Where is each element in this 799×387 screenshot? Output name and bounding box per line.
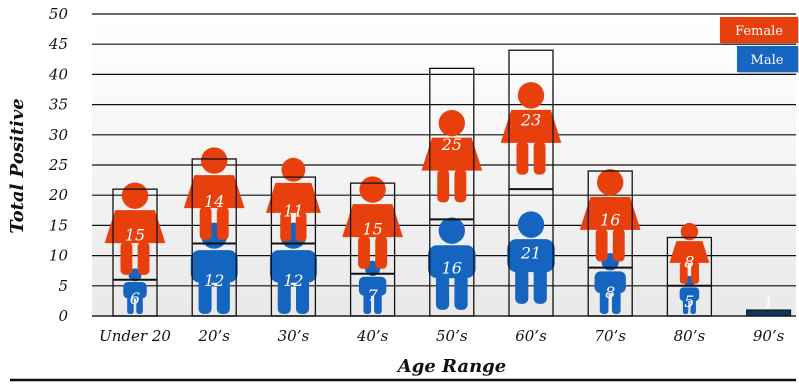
bar-outline-2 [270,176,317,317]
data-label-female-3: 15 [362,219,382,238]
y-tick-label-0: 0 [58,307,68,325]
y-tick-label-35: 35 [49,96,68,114]
bars: 6 15 12 14 12 11 7 15 16 25 21 23 8 16 5 8 1 [104,49,792,317]
data-label-male-1: 12 [204,271,224,290]
data-label-female-2: 11 [283,201,303,220]
x-tick-label-4: 50’s [436,327,468,345]
bar-outline-4 [429,67,475,317]
legend-swatch-female [720,17,798,43]
bar-outline-3 [349,182,396,317]
legend-item-male: Male [737,46,798,72]
bar-outline-6 [587,170,633,317]
x-axis-ticks: Under 20 20’s 30’s 40’s 50’s 60’s 70’s 80’s 90’s [99,327,785,345]
y-tick-label-40: 40 [48,65,69,83]
data-label-male-5: 21 [520,244,541,263]
data-label-male-6: 8 [605,283,615,302]
y-tick-label-30: 30 [49,126,69,144]
x-axis-title: Age Range [396,356,506,377]
x-tick-label-5: 60’s [515,327,547,345]
y-axis-title: Total Positive [7,98,28,234]
x-tick-label-3: 40’s [356,327,389,345]
data-label-male-3: 7 [368,286,379,305]
data-label-male-2: 12 [283,271,303,290]
bar-outline-0 [112,188,158,317]
data-label-male-7: 5 [684,292,694,311]
legend-label-male: Male [751,53,784,68]
x-tick-label-6: 70’s [594,327,626,345]
legend-label-female: Female [735,24,783,39]
y-tick-label-25: 25 [48,156,68,174]
x-tick-label-8: 90’s [753,327,785,345]
legend: Female Male [720,17,798,72]
data-label-female-4: 25 [441,135,462,154]
legend-swatch-male [737,46,798,72]
data-label-female-5: 23 [520,111,541,130]
legend-item-female: Female [720,17,798,43]
y-axis-ticks: 0 5 10 15 20 25 30 35 40 45 50 [48,5,69,325]
y-tick-label-10: 10 [49,247,69,265]
y-tick-label-20: 20 [48,186,69,204]
y-tick-label-5: 5 [58,277,68,295]
y-tick-label-50: 50 [49,5,69,23]
data-label-female-1: 14 [204,192,224,211]
bar-outline-5 [508,49,554,317]
data-label-female-6: 16 [600,210,620,229]
x-tick-label-2: 30’s [278,327,310,345]
y-tick-label-15: 15 [49,216,68,234]
x-tick-label-1: 20’s [197,327,230,345]
bar-outline-1 [191,158,237,317]
data-label-male-4: 16 [442,259,462,278]
data-label-male-8: 1 [764,293,774,312]
bar-male-8 [746,309,792,317]
data-label-male-0: 6 [130,289,140,308]
data-label-female-0: 15 [125,225,145,244]
y-tick-label-45: 45 [48,35,68,53]
x-tick-label-7: 80’s [674,327,706,345]
x-tick-label-0: Under 20 [99,327,171,345]
data-label-female-7: 8 [684,253,694,272]
bar-outline-7 [666,236,713,317]
